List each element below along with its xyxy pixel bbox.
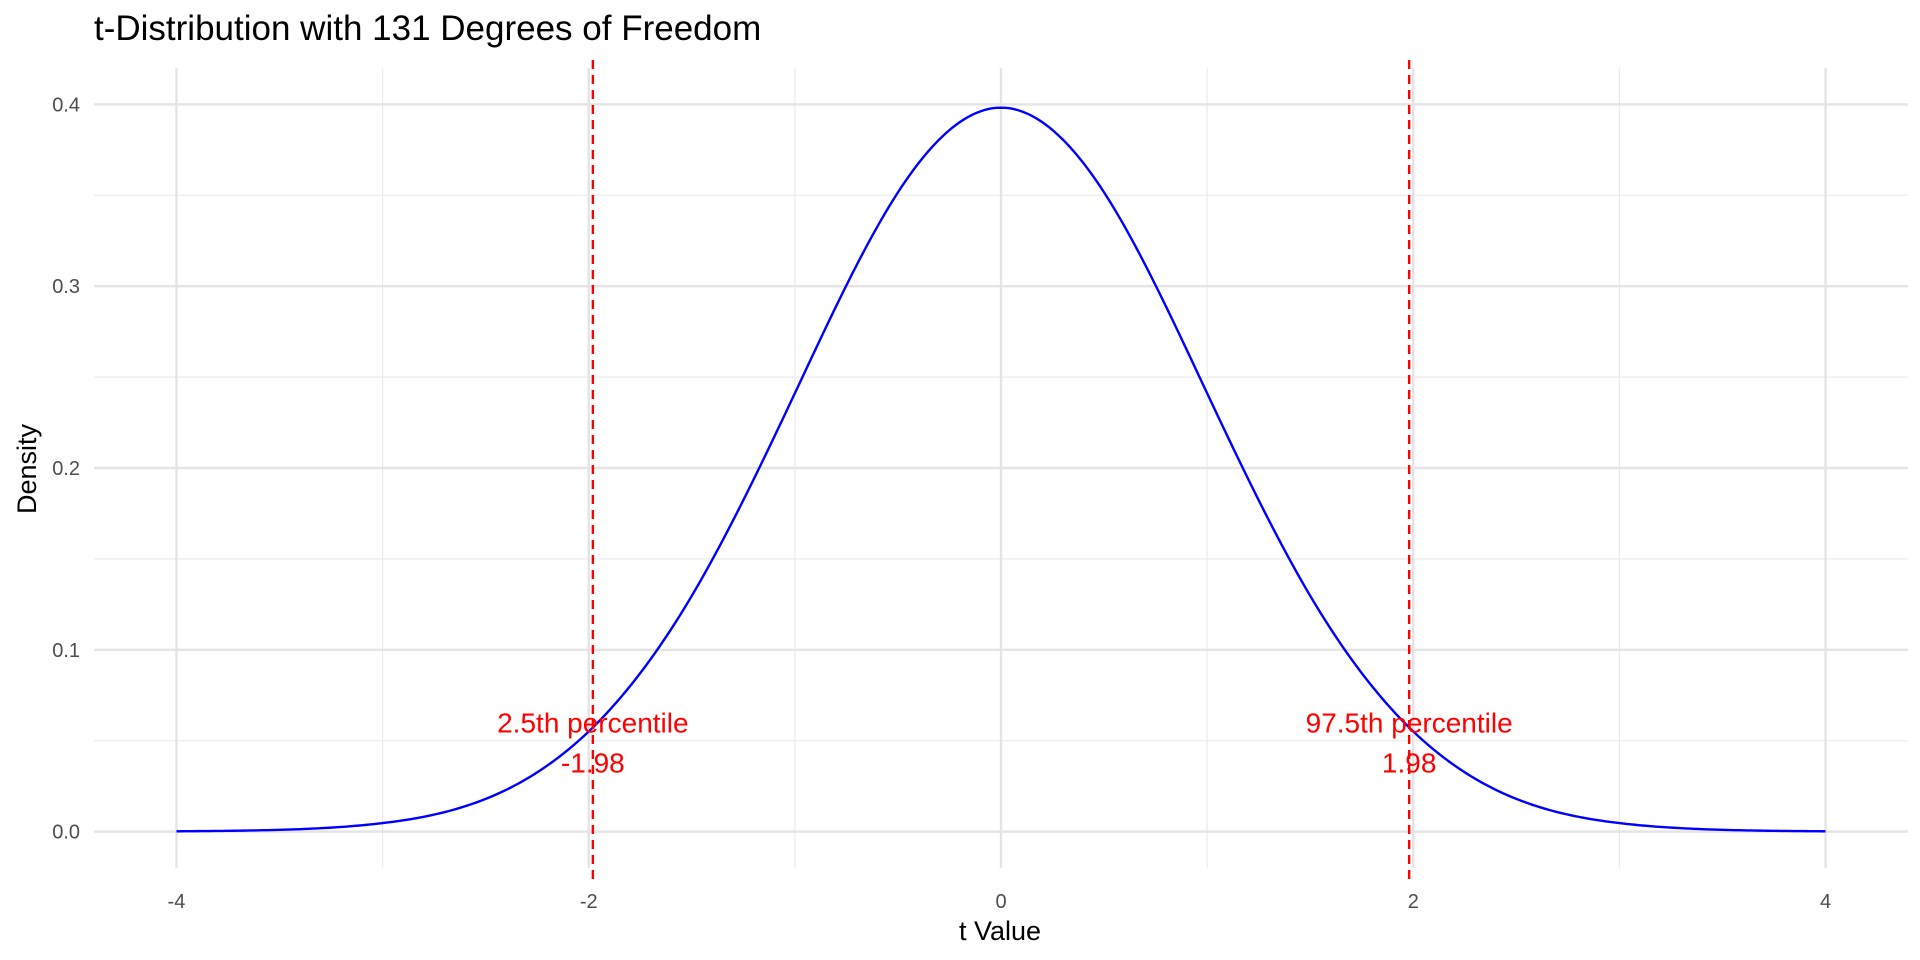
y-tick-label: 0.4 [52,94,80,116]
y-tick-label: 0.3 [52,276,80,298]
x-tick-label: 2 [1408,891,1419,913]
percentile-value: -1.98 [561,748,625,779]
x-tick-label: 0 [995,891,1006,913]
series-layer [176,106,1826,833]
x-tick-label: 4 [1820,891,1831,913]
x-tick-label: -4 [168,891,186,913]
annotation-layer: 2.5th percentile -1.98 97.5th percentile 1.… [497,708,1513,779]
y-tick-label: 0.2 [52,458,80,480]
y-axis-label: Density [12,423,42,514]
x-axis-label: t Value [959,916,1041,946]
y-tick-label: 0.1 [52,640,80,662]
percentile-label: 2.5th percentile [497,708,688,739]
percentile-value: 1.98 [1382,748,1437,779]
y-tick-label: 0.0 [52,822,80,844]
grid-major [94,68,1908,868]
vline-layer [591,60,1411,880]
x-tick-label: -2 [580,891,598,913]
density-curve [176,106,1826,833]
tick-layer: -4 -2 0 2 4 0.0 0.1 0.2 0.3 0.4 [52,94,1831,913]
chart-title: t-Distribution with 131 Degrees of Freed… [94,9,761,48]
percentile-label: 97.5th percentile [1306,708,1513,739]
